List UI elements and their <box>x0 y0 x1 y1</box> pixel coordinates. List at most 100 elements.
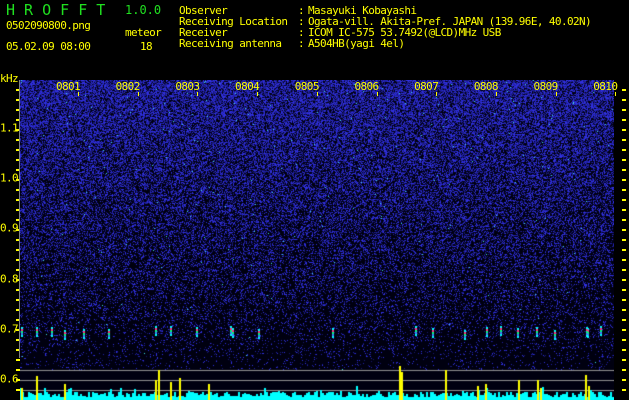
y-tick <box>16 249 20 251</box>
y-tick <box>16 329 20 331</box>
y-tick <box>622 189 626 191</box>
y-tick <box>622 319 626 321</box>
y-tick <box>16 389 20 391</box>
info-value: ICOM IC-575 53.7492(@LCD)MHz USB <box>308 26 501 39</box>
y-tick <box>16 89 20 91</box>
x-tick <box>257 92 259 96</box>
y-tick-label: 0.6 <box>0 372 19 386</box>
x-tick-label: 0807 <box>414 80 439 93</box>
y-tick-label: 1.0 <box>0 171 19 185</box>
y-tick <box>16 229 20 231</box>
y-tick <box>622 279 626 281</box>
y-tick <box>622 139 626 141</box>
y-tick <box>622 119 626 121</box>
x-tick <box>197 92 199 96</box>
y-tick <box>622 249 626 251</box>
y-tick <box>622 99 626 101</box>
x-tick <box>436 92 438 96</box>
y-tick <box>622 169 626 171</box>
meteor-label: meteor <box>125 26 162 39</box>
y-tick-label: 1.1 <box>0 121 19 135</box>
info-value: Masayuki Kobayashi <box>308 4 417 17</box>
y-tick <box>16 139 20 141</box>
y-tick <box>16 309 20 311</box>
spectrogram <box>20 80 614 400</box>
y-tick <box>16 199 20 201</box>
y-tick <box>16 149 20 151</box>
x-tick-label: 0806 <box>354 80 379 93</box>
y-tick <box>16 349 20 351</box>
y-tick <box>622 379 626 381</box>
y-tick <box>622 339 626 341</box>
y-tick <box>622 299 626 301</box>
y-tick <box>16 379 20 381</box>
info-label: Receiver <box>179 26 228 39</box>
y-tick <box>622 179 626 181</box>
y-tick <box>16 99 20 101</box>
y-tick <box>622 329 626 331</box>
y-axis-unit: kHz <box>0 72 19 85</box>
y-tick <box>16 169 20 171</box>
y-tick <box>16 209 20 211</box>
info-label: Observer <box>179 4 228 17</box>
info-separator: : <box>298 15 305 28</box>
y-tick <box>16 219 20 221</box>
info-separator: : <box>298 4 305 17</box>
x-tick-label: 0803 <box>175 80 200 93</box>
y-tick <box>622 149 626 151</box>
y-tick <box>622 159 626 161</box>
y-tick <box>622 209 626 211</box>
info-separator: : <box>298 26 305 39</box>
y-tick <box>622 389 626 391</box>
y-tick <box>16 269 20 271</box>
y-tick <box>622 129 626 131</box>
y-tick <box>16 129 20 131</box>
y-tick-label: 0.7 <box>0 322 19 336</box>
x-tick-label: 0810 <box>593 80 618 93</box>
y-tick <box>622 199 626 201</box>
x-tick-label: 0808 <box>473 80 499 93</box>
y-tick <box>16 239 20 241</box>
info-separator: : <box>298 37 305 50</box>
y-tick <box>16 279 20 281</box>
info-label: Receiving antenna <box>179 37 282 50</box>
y-tick <box>622 259 626 261</box>
app-version: 1.0.0 <box>125 3 162 17</box>
y-tick <box>622 219 626 221</box>
y-tick <box>622 239 626 241</box>
y-tick <box>622 359 626 361</box>
x-tick <box>495 92 497 96</box>
x-tick-label: 0804 <box>235 80 260 93</box>
y-tick <box>16 159 20 161</box>
y-tick <box>622 309 626 311</box>
y-tick <box>16 119 20 121</box>
y-tick <box>622 229 626 231</box>
y-tick-label: 0.8 <box>0 272 19 286</box>
y-tick <box>16 339 20 341</box>
y-tick <box>16 319 20 321</box>
y-tick <box>16 259 20 261</box>
info-value: Ogata-vill. Akita-Pref. JAPAN (139.96E, … <box>308 15 592 28</box>
y-tick <box>16 299 20 301</box>
y-tick <box>16 369 20 371</box>
y-tick <box>16 179 20 181</box>
app-title: H R O F F T <box>6 1 106 19</box>
x-tick <box>316 92 318 96</box>
info-label: Receiving Location <box>179 15 288 28</box>
axis-line <box>19 80 20 358</box>
y-tick <box>16 359 20 361</box>
y-tick <box>16 289 20 291</box>
y-tick <box>622 89 626 91</box>
datetime: 05.02.09 08:00 <box>6 40 91 53</box>
y-tick <box>622 349 626 351</box>
x-tick <box>78 92 79 96</box>
y-tick <box>16 109 20 111</box>
y-tick <box>622 289 626 291</box>
y-tick <box>622 109 626 111</box>
x-tick-label: 0809 <box>533 80 559 93</box>
info-value: A504HB(yagi 4el) <box>308 37 405 50</box>
y-tick <box>622 269 626 271</box>
x-tick <box>376 92 378 96</box>
x-tick <box>615 92 617 96</box>
x-tick-label: 0802 <box>115 80 141 93</box>
